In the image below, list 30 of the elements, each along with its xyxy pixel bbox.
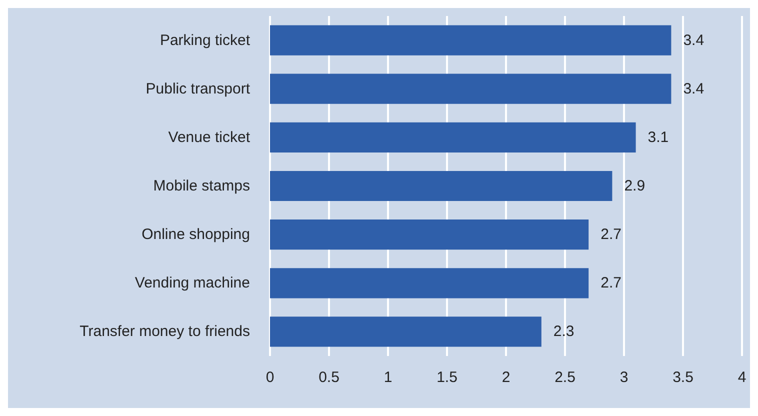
bar [270,316,542,347]
x-tick-label: 1.5 [436,369,458,386]
x-tick-label: 2 [502,369,510,386]
data-label: 3.4 [683,32,704,49]
x-tick-label: 4 [738,369,746,386]
bar [270,122,636,152]
y-tick-label: Parking ticket [160,32,251,49]
x-tick-label: 0 [266,369,274,386]
data-label: 2.7 [600,226,622,244]
bar [270,74,672,104]
y-tick-label: Public transport [146,80,251,98]
bar [270,170,612,202]
x-tick-label: 0.5 [318,369,340,386]
y-tick-label: Online shopping [142,226,250,244]
x-tick-label: 3 [620,369,628,386]
y-tick-label: Venue ticket [168,128,251,146]
x-tick-label: 3.5 [672,369,694,386]
data-label: 3.4 [683,80,704,98]
data-label: 3.1 [648,128,669,146]
bar [270,220,589,250]
x-tick-label: 1 [384,369,392,386]
y-tick-label: Mobile stamps [153,178,250,194]
bar [270,25,672,56]
data-label: 2.3 [553,323,574,340]
data-label: 2.7 [600,274,622,292]
data-label: 2.9 [624,178,646,194]
x-tick-label: 2.5 [554,369,576,386]
y-tick-label: Vending machine [134,274,250,292]
y-tick-label: Transfer money to friends [80,323,250,340]
bar [270,268,589,298]
